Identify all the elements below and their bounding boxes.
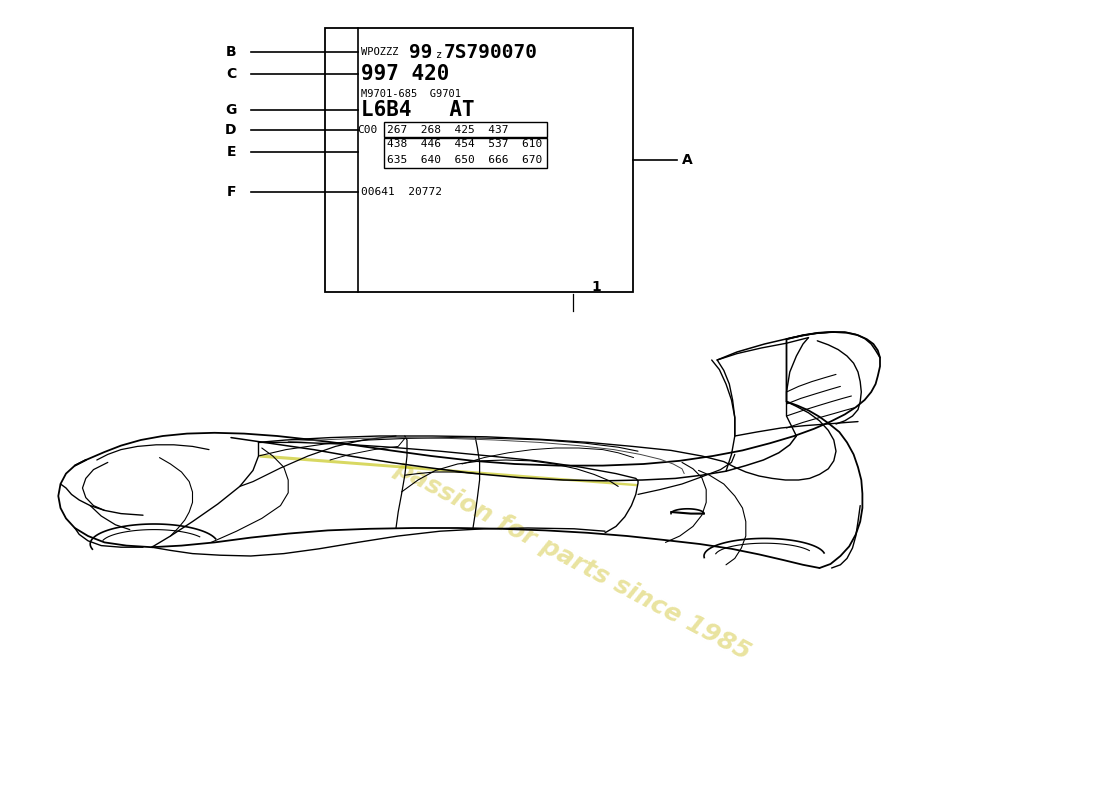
Text: C: C [226,66,236,81]
Text: 00641  20772: 00641 20772 [361,187,442,197]
Text: 1: 1 [592,280,602,294]
Text: A: A [682,153,693,167]
Text: 267  268  425  437: 267 268 425 437 [387,125,508,134]
Bar [384,122,547,137]
Text: F: F [227,185,235,199]
Text: 7S790070: 7S790070 [443,42,537,62]
Text: D: D [226,122,236,137]
Text: passion for parts since 1985: passion for parts since 1985 [389,455,755,665]
Text: 438  446  454  537  610: 438 446 454 537 610 [387,139,542,149]
Text: E: E [227,145,235,159]
Text: B: B [226,45,236,59]
Text: G: G [226,103,236,118]
Text: 997 420: 997 420 [361,64,449,84]
Text: 99: 99 [409,42,432,62]
Text: M9701-685  G9701: M9701-685 G9701 [361,90,461,99]
Text: L6B4   AT: L6B4 AT [361,100,474,120]
Text: 635  640  650  666  670: 635 640 650 666 670 [387,155,542,165]
Text: WPOZZZ: WPOZZZ [361,47,410,57]
Bar [324,28,632,292]
Polygon shape [260,454,638,486]
Text: z: z [436,50,442,60]
Text: C00: C00 [358,125,377,134]
Bar [384,138,547,168]
